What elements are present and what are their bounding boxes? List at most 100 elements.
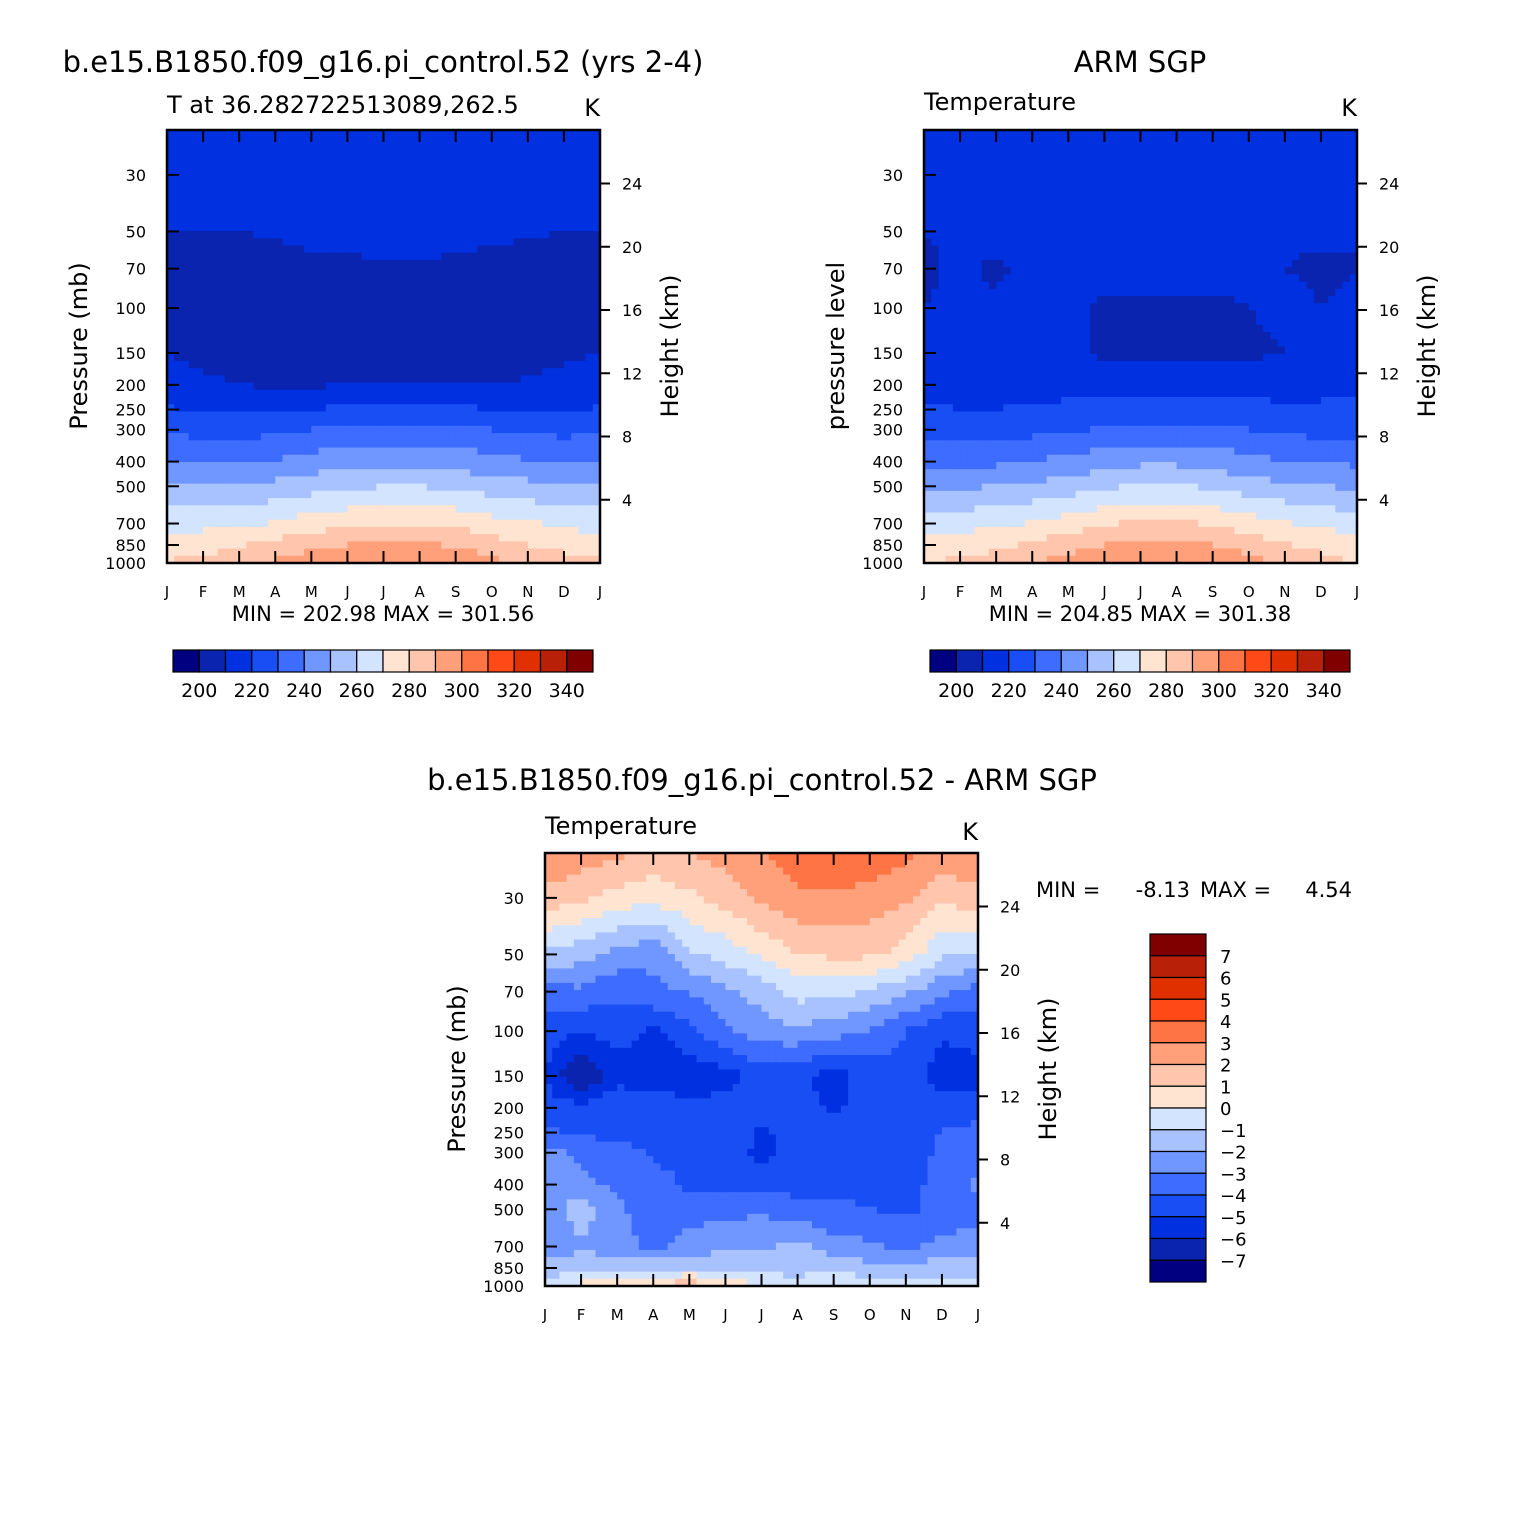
model-heat-cell xyxy=(376,303,385,312)
obs-heat-cell xyxy=(1277,259,1286,268)
model-heat-cell xyxy=(542,202,551,210)
obs-heat-cell xyxy=(996,238,1004,247)
model-heat-cell xyxy=(361,245,370,254)
model-heat-cell xyxy=(484,151,493,160)
model-heat-cell xyxy=(289,404,298,413)
model-heat-cell xyxy=(231,151,240,160)
model-heat-cell xyxy=(448,404,457,413)
model-heat-cell xyxy=(405,360,413,369)
model-heat-cell xyxy=(419,324,428,333)
model-heat-cell xyxy=(195,223,204,232)
model-heat-cell xyxy=(181,339,190,348)
model-heat-cell xyxy=(376,267,385,275)
model-heat-cell xyxy=(376,404,385,413)
obs-heat-cell xyxy=(1133,238,1142,247)
model-heat-cell xyxy=(419,433,428,441)
model-heat-cell xyxy=(224,310,233,319)
obs-heat-cell xyxy=(1198,216,1207,225)
model-heat-cell xyxy=(520,469,529,477)
model-heat-cell xyxy=(585,346,594,355)
model-heat-cell xyxy=(405,216,413,225)
obs-heat-cell xyxy=(1205,166,1214,174)
model-heat-cell xyxy=(556,324,565,333)
model-heat-cell xyxy=(397,288,406,297)
model-heat-cell xyxy=(448,339,457,348)
model-heat-cell xyxy=(260,498,269,506)
model-heat-cell xyxy=(412,295,421,304)
obs-heat-cell xyxy=(1010,144,1019,153)
model-heat-cell xyxy=(217,353,226,362)
model-heat-cell xyxy=(527,418,536,427)
obs-heat-cell xyxy=(960,194,968,203)
model-heat-cell xyxy=(578,194,587,203)
model-heat-cell xyxy=(231,259,240,268)
model-heat-cell xyxy=(210,397,219,405)
model-heat-cell xyxy=(268,303,276,312)
model-heat-cell xyxy=(484,187,493,196)
model-heat-cell xyxy=(448,194,457,203)
model-heat-cell xyxy=(448,411,457,420)
model-heat-cell xyxy=(498,238,507,247)
model-heat-cell xyxy=(311,317,320,326)
model-heat-cell xyxy=(289,555,298,564)
model-ytick-right-label: 12 xyxy=(622,364,642,383)
model-heat-cell xyxy=(289,505,298,514)
model-heat-cell xyxy=(354,526,363,535)
model-heat-cell xyxy=(282,332,291,340)
model-heat-cell xyxy=(390,130,399,138)
obs-heat-cell xyxy=(1089,223,1098,232)
model-heat-cell xyxy=(332,389,341,398)
model-heat-cell xyxy=(361,498,370,506)
obs-heat-cell xyxy=(1320,245,1329,254)
obs-heat-cell xyxy=(1212,238,1221,247)
model-heat-cell xyxy=(282,231,291,239)
model-heat-cell xyxy=(592,223,601,232)
obs-heat-cell xyxy=(1284,180,1293,189)
model-heat-cell xyxy=(462,353,471,362)
obs-heat-cell xyxy=(1046,238,1055,247)
model-heat-cell xyxy=(484,375,493,384)
obs-heat-cell xyxy=(1335,187,1344,196)
model-heat-cell xyxy=(311,346,320,355)
model-heat-cell xyxy=(231,194,240,203)
model-heat-cell xyxy=(405,259,413,268)
model-heat-cell xyxy=(563,303,572,312)
model-heat-cell xyxy=(318,555,327,564)
model-heat-cell xyxy=(318,375,327,384)
obs-heat-cell xyxy=(1313,180,1322,189)
model-heat-cell xyxy=(491,519,500,528)
model-heat-cell xyxy=(578,267,587,275)
obs-heat-cell xyxy=(1082,238,1091,247)
model-heat-cell xyxy=(592,259,601,268)
model-heat-cell xyxy=(448,440,457,449)
model-heat-cell xyxy=(260,548,269,557)
model-heat-cell xyxy=(239,216,247,225)
model-heat-cell xyxy=(181,267,190,275)
model-heat-cell xyxy=(210,173,219,182)
obs-heat-cell xyxy=(1147,274,1156,283)
model-heat-cell xyxy=(282,526,291,535)
model-heat-cell xyxy=(275,382,284,391)
model-heat-cell xyxy=(174,259,183,268)
model-heat-cell xyxy=(484,454,493,463)
obs-heat-cell xyxy=(1111,130,1120,138)
model-heat-cell xyxy=(268,512,276,521)
model-heat-cell xyxy=(340,447,349,456)
model-heat-cell xyxy=(426,223,435,232)
model-heat-cell xyxy=(246,339,255,348)
model-heat-cell xyxy=(188,411,197,420)
model-heat-cell xyxy=(332,498,341,506)
model-heat-cell xyxy=(318,519,327,528)
model-heat-cell xyxy=(224,454,233,463)
obs-heat-cell xyxy=(1255,187,1264,196)
model-heat-cell xyxy=(354,555,363,564)
model-heat-cell xyxy=(412,454,421,463)
model-heat-cell xyxy=(195,303,204,312)
model-heat-cell xyxy=(311,382,320,391)
model-heat-cell xyxy=(585,194,594,203)
model-heat-cell xyxy=(325,418,334,427)
model-heat-cell xyxy=(195,245,204,254)
model-heat-cell xyxy=(477,158,486,167)
model-heat-cell xyxy=(477,295,486,304)
model-heat-cell xyxy=(174,158,183,167)
